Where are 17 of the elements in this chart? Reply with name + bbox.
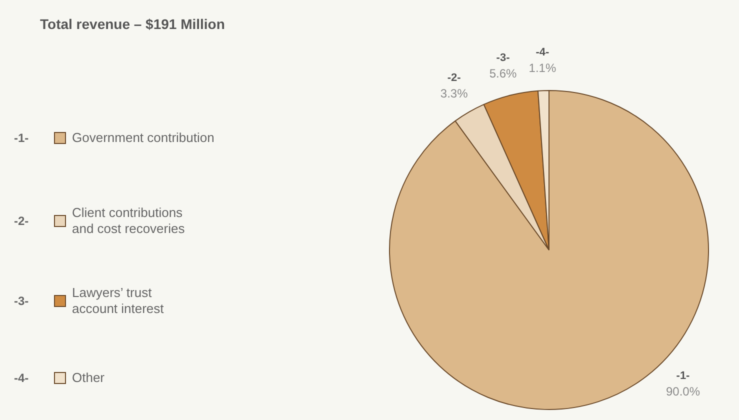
text: -3-: [496, 52, 510, 64]
text: -2-: [14, 214, 29, 228]
text: -3-: [14, 294, 29, 308]
data-label: 5.6%: [489, 66, 518, 80]
legend-label: Other: [72, 370, 105, 386]
text: -2-: [447, 72, 462, 84]
text: -1-: [14, 131, 29, 145]
data-label: 3.3%: [440, 86, 468, 100]
legend-label: Client contributions and cost recoveries: [72, 205, 185, 237]
chart-title: Total revenue – $191 Million: [40, 16, 225, 32]
data-label: 1.1%: [528, 60, 556, 75]
data-label: 90.0%: [666, 384, 700, 398]
text: -4-: [536, 46, 550, 59]
text: -4-: [14, 371, 29, 385]
legend-label: Government contribution: [72, 130, 214, 146]
text: -1-: [676, 370, 690, 382]
legend-label: Lawyers’ trust account interest: [72, 285, 164, 317]
